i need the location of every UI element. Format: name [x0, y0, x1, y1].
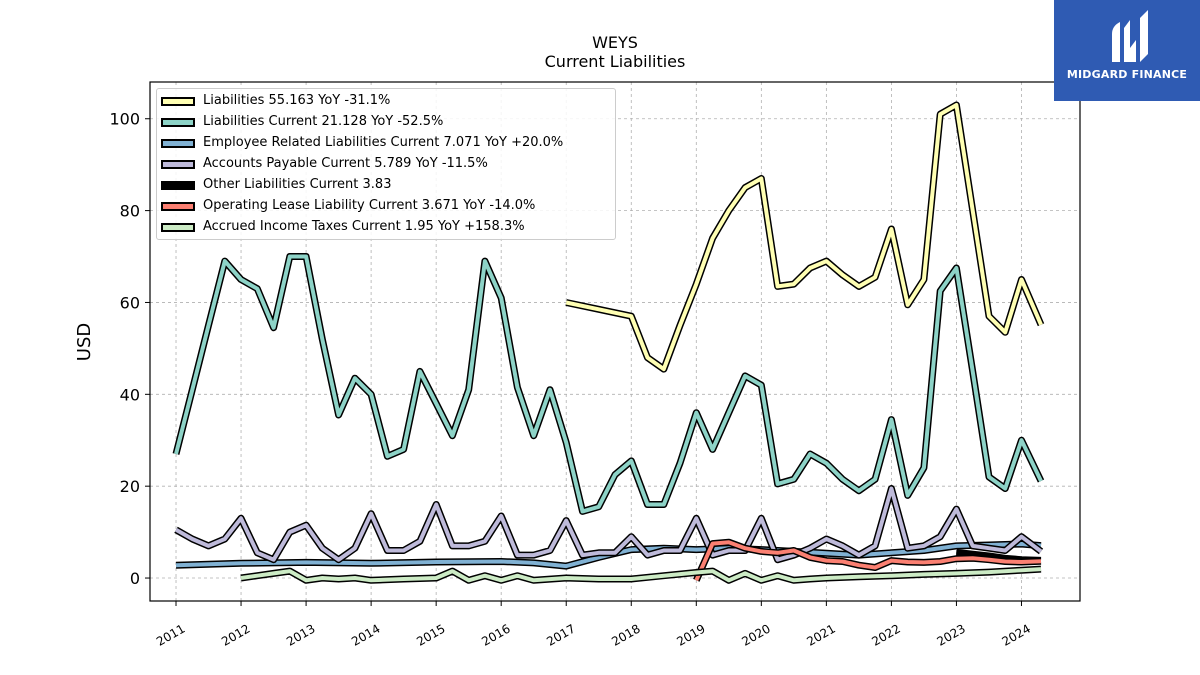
legend-label: Other Liabilities Current 3.83 [203, 177, 392, 192]
series-operating-lease-liability-current [693, 538, 1042, 582]
series-line [174, 254, 1043, 514]
legend-label: Accounts Payable Current 5.789 YoY -11.5… [203, 156, 488, 171]
legend-swatch [161, 202, 195, 211]
series-line [175, 486, 1043, 562]
x-tick-label: 2020 [739, 621, 772, 648]
x-tick-label: 2023 [934, 621, 967, 648]
x-tick-label: 2012 [219, 621, 252, 648]
x-tick-label: 2022 [869, 621, 902, 648]
legend-label: Accrued Income Taxes Current 1.95 YoY +1… [203, 219, 525, 234]
logo-text: MIDGARD FINANCE [1066, 68, 1188, 81]
series-liabilities-current [172, 253, 1045, 515]
series-lines [172, 101, 1045, 584]
x-tick-label: 2013 [284, 621, 317, 648]
logo-mark-icon [1112, 10, 1148, 62]
chart-title: WEYS [592, 33, 638, 52]
x-tick-label: 2016 [479, 621, 512, 648]
x-tick-label: 2015 [414, 621, 447, 648]
x-tick-label: 2019 [674, 621, 707, 648]
y-tick-label: 20 [120, 477, 140, 496]
x-tick-label: 2011 [154, 621, 187, 648]
legend-item-accounts-payable: Accounts Payable Current 5.789 YoY -11.5… [157, 155, 615, 173]
x-tick-label: 2024 [1000, 621, 1033, 648]
x-tick-label: 2017 [544, 621, 577, 648]
legend-swatch [161, 97, 195, 106]
chart-legend: Liabilities 55.163 YoY -31.1% Liabilitie… [156, 88, 616, 240]
legend-item-employee-related: Employee Related Liabilities Current 7.0… [157, 134, 615, 152]
legend-swatch [161, 223, 195, 232]
series-line [240, 567, 1042, 583]
legend-label: Employee Related Liabilities Current 7.0… [203, 135, 564, 150]
legend-item-liabilities: Liabilities 55.163 YoY -31.1% [157, 92, 615, 110]
y-tick-label: 0 [130, 569, 140, 588]
y-axis-label: USD [74, 323, 95, 361]
legend-label: Liabilities Current 21.128 YoY -52.5% [203, 114, 444, 129]
plot-frame [149, 81, 1081, 602]
series-line [694, 540, 1042, 582]
y-tick-label: 100 [109, 110, 140, 129]
legend-swatch [161, 139, 195, 148]
legend-item-liabilities-current: Liabilities Current 21.128 YoY -52.5% [157, 113, 615, 131]
x-tick-label: 2021 [804, 621, 837, 648]
series-accrued-income-taxes-current [240, 565, 1042, 584]
series-employee-related-liabilities-current [175, 540, 1042, 570]
midgard-finance-logo: MIDGARD FINANCE [1054, 0, 1200, 101]
legend-swatch [161, 181, 195, 190]
series-line [175, 542, 1042, 569]
y-tick-label: 60 [120, 293, 140, 312]
legend-label: Liabilities 55.163 YoY -31.1% [203, 93, 391, 108]
legend-swatch [161, 118, 195, 127]
x-tick-label: 2018 [609, 621, 642, 648]
series-line [565, 103, 1043, 372]
legend-item-other-liabilities: Other Liabilities Current 3.83 [157, 176, 615, 194]
legend-label: Operating Lease Liability Current 3.671 … [203, 198, 536, 213]
x-tick-label: 2014 [349, 621, 382, 648]
legend-item-operating-lease: Operating Lease Liability Current 3.671 … [157, 197, 615, 215]
series-liabilities [565, 101, 1045, 373]
series-accounts-payable-current [174, 485, 1044, 564]
legend-item-accrued-income-taxes: Accrued Income Taxes Current 1.95 YoY +1… [157, 218, 615, 236]
legend-swatch [161, 160, 195, 169]
chart-subtitle: Current Liabilities [545, 52, 686, 71]
y-tick-label: 80 [120, 202, 140, 221]
y-tick-label: 40 [120, 385, 140, 404]
